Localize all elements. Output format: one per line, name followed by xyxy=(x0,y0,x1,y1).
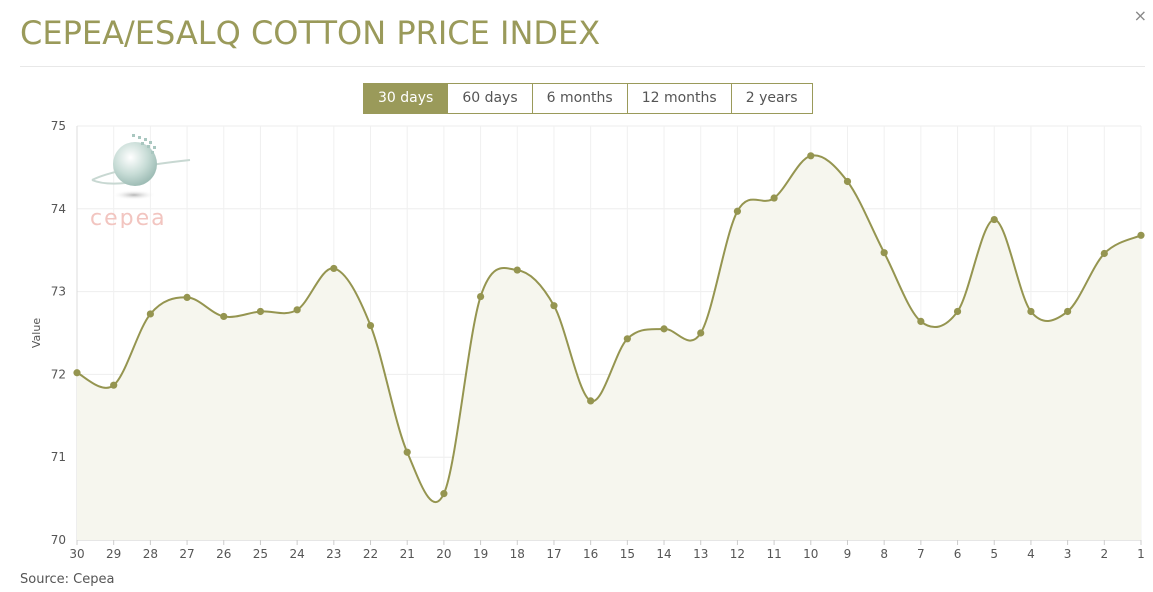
data-point-8 xyxy=(880,249,888,257)
data-point-19 xyxy=(476,292,485,301)
data-point-21 xyxy=(403,448,411,456)
x-tick-label: 27 xyxy=(179,547,194,561)
y-tick-label: 73 xyxy=(51,285,66,299)
data-point-6 xyxy=(953,307,962,316)
data-point-25 xyxy=(256,307,265,316)
x-tick-label: 20 xyxy=(436,547,451,561)
x-tick-label: 2 xyxy=(1100,547,1108,561)
x-tick-label: 25 xyxy=(253,547,268,561)
data-point-10 xyxy=(807,152,815,160)
x-tick-label: 8 xyxy=(880,547,888,561)
x-tick-label: 29 xyxy=(106,547,121,561)
x-tick-label: 4 xyxy=(1027,547,1035,561)
x-tick-label: 1 xyxy=(1137,547,1145,561)
data-point-3 xyxy=(1064,307,1072,316)
x-tick-label: 23 xyxy=(326,547,341,561)
x-tick-label: 11 xyxy=(766,547,781,561)
x-tick-label: 19 xyxy=(473,547,488,561)
cepea-logo: cepea xyxy=(86,128,196,233)
range-selector: 30 days 60 days 6 months 12 months 2 years xyxy=(363,83,813,114)
x-tick-label: 15 xyxy=(620,547,635,561)
divider xyxy=(20,66,1145,67)
y-tick-label: 72 xyxy=(51,367,66,381)
y-tick-label: 70 xyxy=(51,533,66,547)
close-icon[interactable]: × xyxy=(1133,6,1147,25)
y-axis-title: Value xyxy=(30,318,43,348)
data-point-16 xyxy=(587,397,595,405)
data-point-4 xyxy=(1027,307,1035,316)
data-point-27 xyxy=(183,293,191,301)
source-note: Source: Cepea xyxy=(20,572,115,587)
x-tick-label: 6 xyxy=(954,547,962,561)
x-tick-label: 7 xyxy=(917,547,925,561)
data-point-12 xyxy=(733,207,742,215)
y-tick-label: 75 xyxy=(51,119,66,133)
y-tick-label: 74 xyxy=(51,202,66,216)
x-tick-label: 28 xyxy=(143,547,158,561)
x-tick-label: 16 xyxy=(583,547,598,561)
x-tick-label: 10 xyxy=(803,547,818,561)
data-point-26 xyxy=(220,312,228,321)
range-tab-2-years[interactable]: 2 years xyxy=(730,84,812,113)
range-tab-30-days[interactable]: 30 days xyxy=(364,84,448,113)
x-tick-label: 12 xyxy=(730,547,745,561)
data-point-22 xyxy=(366,321,375,330)
data-point-23 xyxy=(330,264,338,273)
range-tab-60-days[interactable]: 60 days xyxy=(447,84,532,113)
data-point-5 xyxy=(990,215,998,224)
x-tick-label: 22 xyxy=(363,547,378,561)
data-point-24 xyxy=(293,306,301,314)
x-tick-label: 30 xyxy=(69,547,84,561)
x-tick-label: 14 xyxy=(656,547,671,561)
data-point-28 xyxy=(146,310,154,318)
series-area xyxy=(77,155,1141,541)
data-point-1 xyxy=(1137,231,1145,239)
x-tick-label: 18 xyxy=(510,547,525,561)
y-tick-label: 71 xyxy=(51,450,66,464)
data-point-20 xyxy=(440,490,448,498)
x-tick-label: 13 xyxy=(693,547,708,561)
data-point-30 xyxy=(73,369,81,377)
logo-text: cepea xyxy=(90,206,167,228)
data-point-15 xyxy=(623,335,631,343)
data-point-17 xyxy=(550,302,558,310)
data-point-14 xyxy=(660,325,668,333)
x-tick-label: 3 xyxy=(1064,547,1072,561)
data-point-29 xyxy=(110,381,118,389)
x-tick-label: 26 xyxy=(216,547,231,561)
data-point-2 xyxy=(1100,249,1108,258)
data-point-9 xyxy=(843,177,852,186)
data-point-7 xyxy=(917,317,925,326)
range-tab-12-months[interactable]: 12 months xyxy=(626,84,731,113)
x-tick-label: 24 xyxy=(289,547,304,561)
data-point-13 xyxy=(697,329,705,337)
page-title: CEPEA/ESALQ COTTON PRICE INDEX xyxy=(20,14,601,52)
data-point-11 xyxy=(770,194,778,202)
x-tick-label: 5 xyxy=(990,547,998,561)
x-tick-label: 17 xyxy=(546,547,561,561)
range-tab-6-months[interactable]: 6 months xyxy=(531,84,627,113)
x-tick-label: 21 xyxy=(400,547,415,561)
data-point-18 xyxy=(513,266,521,274)
x-tick-label: 9 xyxy=(844,547,852,561)
